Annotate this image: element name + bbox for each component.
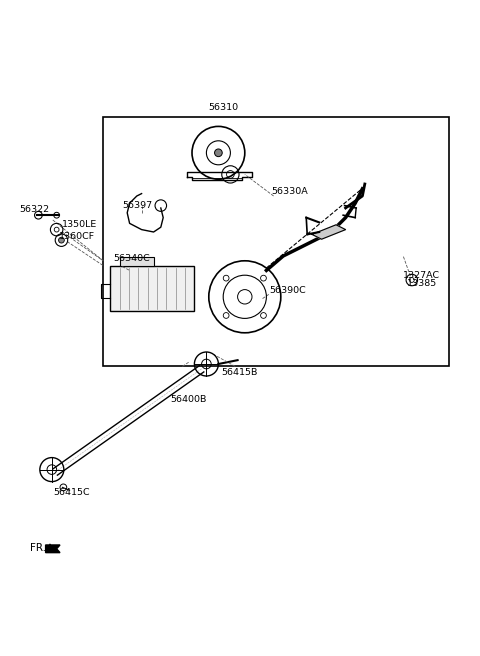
Text: 13385: 13385 — [407, 279, 437, 289]
Text: 1327AC: 1327AC — [403, 271, 440, 279]
Text: 1360CF: 1360CF — [59, 232, 95, 241]
Polygon shape — [46, 545, 60, 552]
Polygon shape — [312, 225, 346, 239]
Text: FR.: FR. — [30, 543, 46, 553]
Text: 56310: 56310 — [208, 103, 238, 112]
Text: 56390C: 56390C — [269, 286, 306, 295]
Circle shape — [215, 149, 222, 157]
Text: 56322: 56322 — [19, 205, 49, 214]
Text: 1350LE: 1350LE — [61, 220, 96, 229]
Text: 56415B: 56415B — [222, 367, 258, 377]
Bar — [110, 266, 194, 311]
Text: 56330A: 56330A — [271, 187, 308, 195]
Text: 56415C: 56415C — [53, 488, 89, 497]
Text: 56340C: 56340C — [113, 254, 150, 263]
Bar — [120, 257, 154, 266]
Text: 56397: 56397 — [122, 201, 153, 210]
Bar — [103, 117, 449, 367]
Text: 56400B: 56400B — [170, 394, 207, 403]
Circle shape — [59, 237, 64, 243]
